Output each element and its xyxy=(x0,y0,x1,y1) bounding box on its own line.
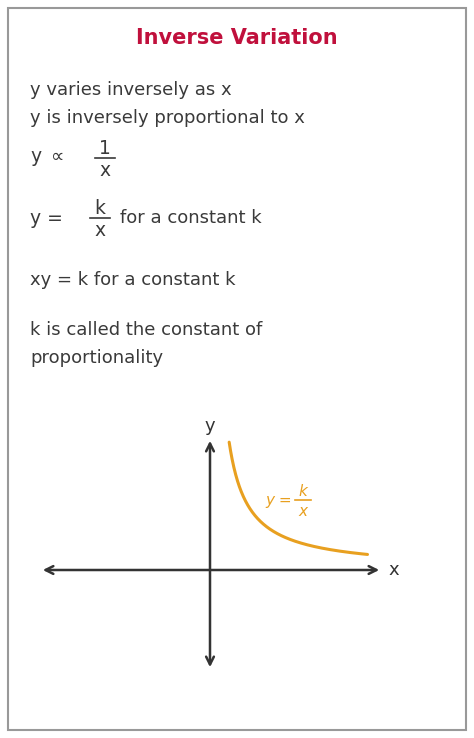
Text: proportionality: proportionality xyxy=(30,349,163,367)
Text: y $\propto$: y $\propto$ xyxy=(30,148,64,168)
Text: k: k xyxy=(299,483,308,498)
Text: y: y xyxy=(205,417,215,435)
Text: y =: y = xyxy=(30,209,63,227)
Text: y =: y = xyxy=(265,492,292,508)
Text: xy = k for a constant k: xy = k for a constant k xyxy=(30,271,236,289)
Text: k: k xyxy=(94,199,106,218)
Text: x: x xyxy=(389,561,399,579)
Text: x: x xyxy=(100,160,110,179)
Text: Inverse Variation: Inverse Variation xyxy=(136,28,338,48)
Text: k is called the constant of: k is called the constant of xyxy=(30,321,262,339)
Text: y is inversely proportional to x: y is inversely proportional to x xyxy=(30,109,305,127)
Text: 1: 1 xyxy=(99,139,111,157)
Text: x: x xyxy=(94,221,106,240)
Text: x: x xyxy=(299,503,308,519)
Text: y varies inversely as x: y varies inversely as x xyxy=(30,81,232,99)
Text: for a constant k: for a constant k xyxy=(120,209,262,227)
